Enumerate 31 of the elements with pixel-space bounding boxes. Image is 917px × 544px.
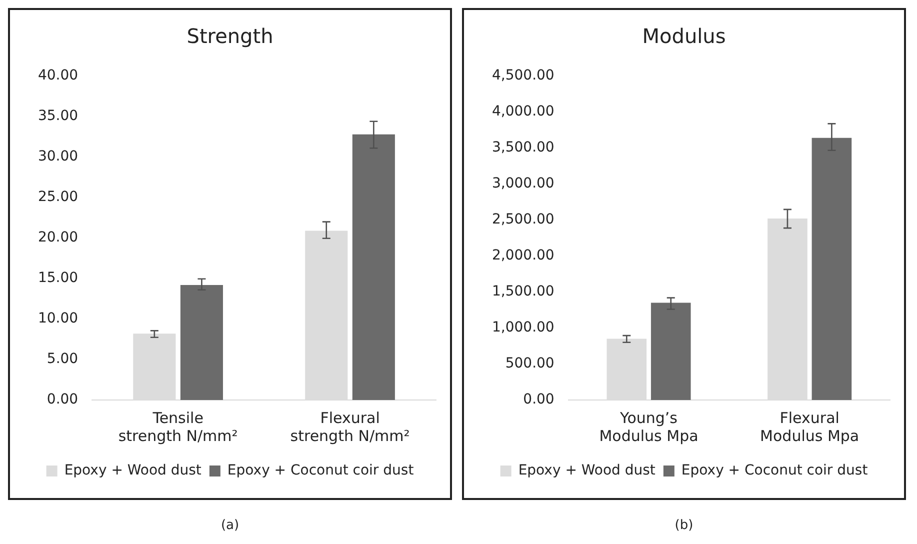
x-tick-label: Flexural strength N/mm² (290, 408, 410, 445)
chart-title: Modulus (642, 24, 726, 48)
y-tick-label: 15.00 (38, 270, 78, 286)
legend-label: Epoxy + Coconut coir dust (227, 462, 414, 479)
chart-title: Strength (186, 24, 274, 48)
y-tick-label: 1,500.00 (492, 284, 554, 300)
y-tick-label: 3,500.00 (492, 140, 554, 156)
text: (b) (674, 518, 694, 533)
legend-label: Epoxy + Coconut coir dust (681, 462, 868, 479)
y-tick-label: 5.00 (46, 351, 78, 368)
y-tick-label: 40.00 (38, 68, 78, 84)
y-tick-label: 1,000.00 (492, 320, 554, 336)
y-tick-label: 500.00 (505, 356, 554, 372)
y-tick-label: 10.00 (38, 310, 78, 327)
x-tick-label: Tensile strength N/mm² (118, 408, 238, 445)
x-tick-label: Flexural Modulus Mpa (760, 408, 860, 445)
y-tick-label: 3,000.00 (492, 176, 554, 192)
y-tick-label: 0.00 (523, 392, 554, 408)
y-tick-label: 25.00 (38, 189, 78, 206)
y-tick-label: 4,500.00 (492, 68, 554, 84)
y-tick-label: 35.00 (38, 108, 78, 124)
y-tick-label: 2,500.00 (492, 212, 554, 228)
x-tick-label: Young’s Modulus Mpa (599, 408, 698, 445)
y-tick-label: 2,000.00 (492, 248, 554, 264)
y-tick-label: 4,000.00 (492, 104, 554, 120)
legend-label: Epoxy + Wood dust (64, 462, 202, 479)
y-tick-label: 20.00 (38, 230, 78, 246)
y-tick-label: 30.00 (38, 148, 78, 165)
legend-label: Epoxy + Wood dust (518, 462, 656, 479)
text: (a) (220, 518, 240, 533)
y-tick-label: 0.00 (46, 392, 78, 408)
